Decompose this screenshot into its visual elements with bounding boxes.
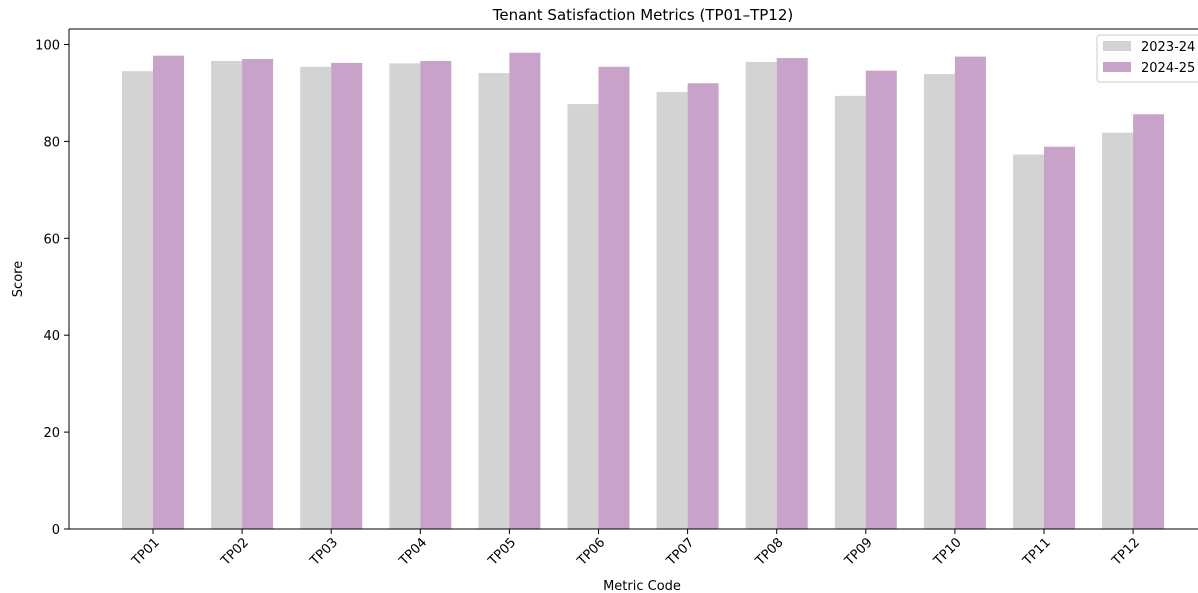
- bar-2024-25-TP09: [865, 70, 897, 530]
- bar-2024-25-TP10: [954, 56, 986, 530]
- bar-2024-25-TP12: [1133, 114, 1165, 530]
- bar-2024-25-TP04: [420, 60, 452, 529]
- x-tick-label: TP06: [574, 535, 608, 569]
- bar-2023-24-TP03: [300, 66, 332, 529]
- x-tick-label: TP10: [931, 535, 965, 569]
- bar-2024-25-TP11: [1044, 146, 1075, 530]
- x-tick-label: TP04: [396, 535, 430, 569]
- y-tick-label: 0: [52, 523, 60, 538]
- bar-2024-25-TP07: [687, 83, 719, 530]
- y-tick-label: 20: [43, 426, 60, 441]
- bar-2024-25-TP01: [153, 55, 184, 530]
- legend: 2023-24 2024-25: [1096, 34, 1198, 83]
- bar-2023-24-TP02: [211, 60, 243, 529]
- bar-2023-24-TP01: [122, 71, 153, 530]
- legend-swatch: [1103, 41, 1131, 51]
- x-tick-label: TP05: [485, 535, 519, 569]
- x-tick-label: TP03: [307, 535, 341, 569]
- x-axis-label: Metric Code: [603, 579, 681, 593]
- legend-label: 2024-25: [1141, 61, 1195, 76]
- legend-swatch: [1103, 62, 1131, 72]
- y-tick-label: 40: [43, 329, 60, 344]
- bar-2023-24-TP08: [745, 61, 777, 529]
- bars-group: [122, 52, 1165, 530]
- y-tick-label: 60: [43, 232, 60, 247]
- bar-2023-24-TP10: [923, 74, 955, 529]
- bar-2023-24-TP06: [567, 104, 599, 530]
- x-tick-label: TP01: [129, 535, 163, 569]
- bar-2024-25-TP02: [242, 59, 274, 530]
- bar-2023-24-TP07: [656, 91, 688, 529]
- legend-label: 2023-24: [1141, 40, 1195, 55]
- bar-2023-24-TP11: [1013, 154, 1044, 529]
- bar-2023-24-TP05: [478, 73, 510, 530]
- y-axis-label: Score: [11, 261, 26, 297]
- y-tick-label: 80: [43, 135, 60, 150]
- bar-2024-25-TP05: [509, 52, 541, 530]
- x-tick-label: TP07: [663, 535, 697, 569]
- chart-title: Tenant Satisfaction Metrics (TP01–TP12): [492, 6, 794, 24]
- bar-2023-24-TP04: [389, 63, 421, 529]
- x-tick-label: TP12: [1109, 535, 1143, 569]
- bar-2023-24-TP09: [834, 95, 866, 529]
- y-tick-label: 100: [35, 39, 60, 54]
- x-ticks-group: TP01 TP02 TP03 TP04 TP05 TP06 TP07 TP08 TP09 TP10…: [129, 529, 1143, 569]
- x-tick-label: TP08: [752, 535, 786, 569]
- bar-2024-25-TP06: [598, 66, 630, 529]
- bar-2024-25-TP08: [776, 58, 808, 530]
- x-tick-label: TP11: [1020, 535, 1054, 569]
- x-tick-label: TP02: [218, 535, 252, 569]
- axes-group: [68, 28, 1198, 530]
- y-ticks-group: 0 20 40 60 80 100: [35, 39, 69, 538]
- x-tick-label: TP09: [841, 535, 875, 569]
- bar-2024-25-TP03: [331, 62, 363, 529]
- bar-2023-24-TP12: [1102, 132, 1134, 529]
